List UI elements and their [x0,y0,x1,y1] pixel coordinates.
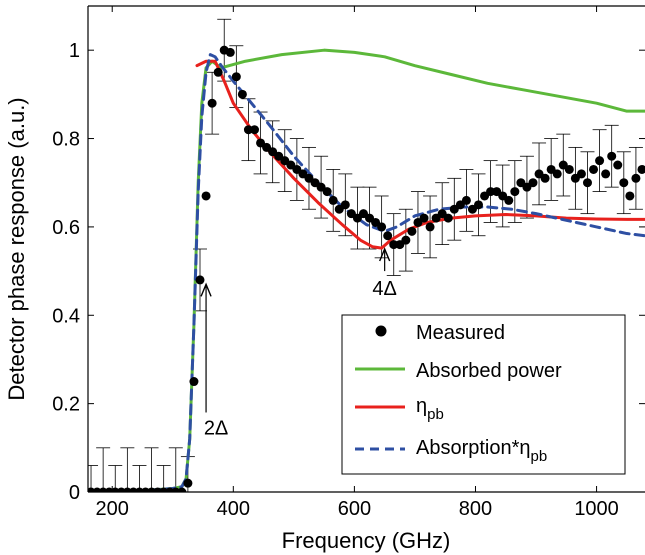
measured-point [213,67,223,77]
x-tick-label: 600 [338,498,371,520]
legend-label-absorption-sub: pb [531,448,548,465]
measured-point [249,125,259,135]
legend-label-eta: η [416,395,427,417]
legend-label-absorption: Absorption*η [416,437,531,459]
measured-point [340,200,350,210]
legend-label-absorption-eta: Absorption*ηpb [416,437,547,465]
legend-label-measured: Measured [416,322,505,344]
tick-labels: 200 400 600 800 1000 0 0.2 0.4 0.6 0.8 1 [52,40,619,520]
measured-point [201,191,211,201]
measured-point [589,164,599,174]
legend: Measured Absorbed power ηpb Absorption*η… [341,314,626,475]
series-line-absorption-pb [89,53,645,492]
annotation-arrow-head [379,247,391,262]
x-axis-label: Frequency (GHz) [282,528,451,553]
measured-point [582,178,592,188]
measured-point [443,213,453,223]
measured-point [631,173,641,183]
measured-point [195,275,205,285]
measured-point [425,222,435,232]
legend-label-absorbed-power: Absorbed power [416,360,562,382]
x-tick-label: 400 [217,498,250,520]
measured-point [601,169,611,179]
legend-label-eta-sub: pb [427,406,444,423]
x-tick-label: 1000 [574,498,619,520]
measured-point [207,98,217,108]
x-tick-label: 200 [96,498,129,520]
measured-point [528,178,538,188]
y-tick-label: 0.8 [52,129,80,151]
y-tick-label: 0.6 [52,217,80,239]
series-lines [89,48,645,492]
measured-point [510,187,520,197]
y-axis-label: Detector phase response (a.u.) [4,97,29,400]
annotations: 2Δ 4Δ [200,247,397,439]
measured-point [401,235,411,245]
annotation-arrow-head [200,282,212,297]
measured-point [540,173,550,183]
measured-points [88,45,645,492]
measured-point [383,231,393,241]
measured-point [625,191,635,201]
measured-point [231,72,241,82]
measured-point [552,169,562,179]
annotation-label: 4Δ [372,278,396,300]
x-tick-label: 800 [459,498,492,520]
measured-point [564,164,574,174]
measured-point [189,377,199,387]
measured-point [613,160,623,170]
measured-point [328,195,338,205]
measured-point [619,178,629,188]
measured-point [407,226,417,236]
measured-point [237,89,247,99]
y-tick-label: 0 [69,482,80,504]
measured-point [183,478,193,488]
measured-point [225,47,235,57]
measured-point [474,200,484,210]
y-tick-label: 0.4 [52,305,80,327]
annotation-label: 2Δ [204,417,228,439]
y-tick-label: 0.2 [52,394,80,416]
axis-ticks [88,6,645,493]
measured-point [419,213,429,223]
measured-point [504,195,514,205]
measured-point [576,169,586,179]
legend-label-eta-pb: ηpb [416,395,444,423]
measured-point [377,222,387,232]
measured-point [322,187,332,197]
measured-point [461,195,471,205]
measured-point [595,156,605,166]
y-tick-label: 1 [69,40,80,62]
measured-point [637,164,645,174]
legend-marker-measured [375,325,387,337]
measured-point [607,151,617,161]
measured-point [177,487,187,492]
